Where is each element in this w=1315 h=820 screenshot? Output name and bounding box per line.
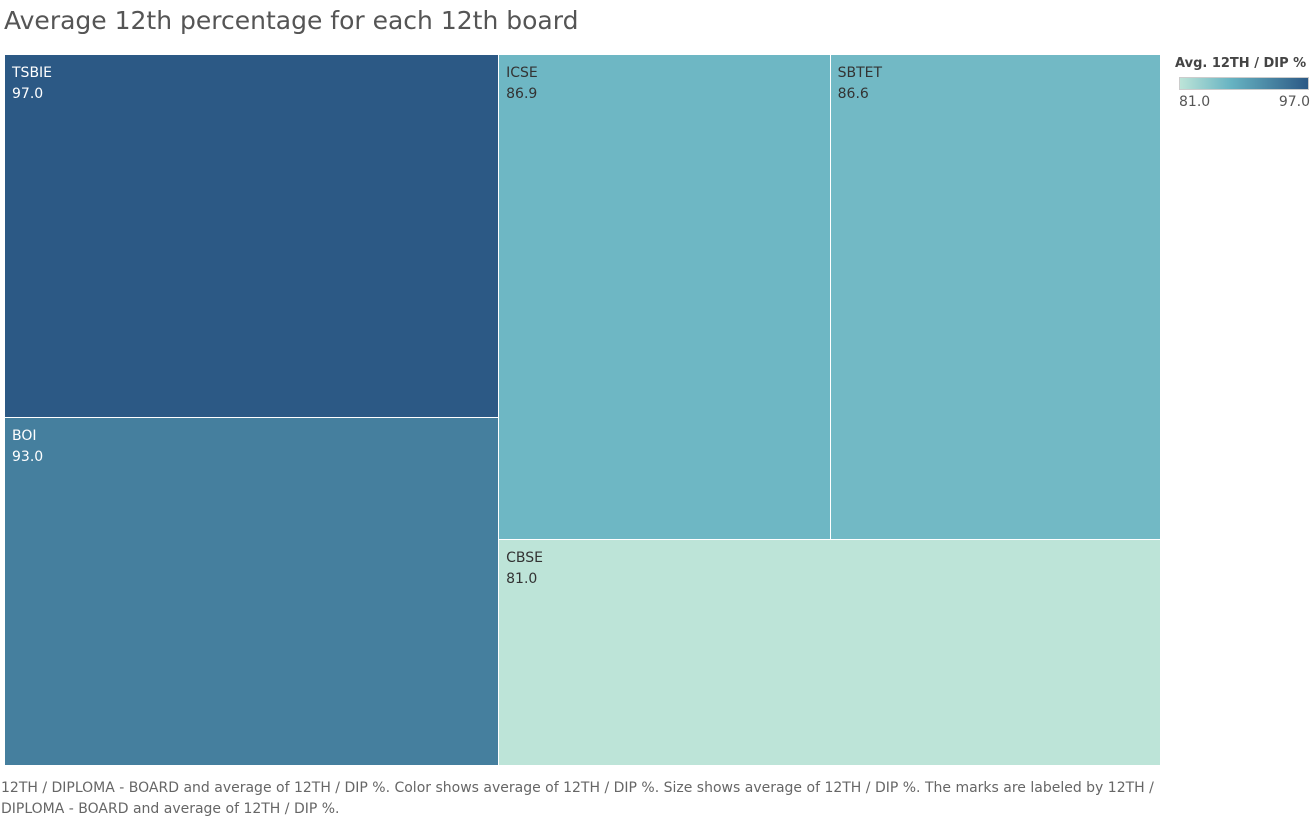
treemap-cell-label: ICSE <box>506 65 538 81</box>
chart-caption: 12TH / DIPLOMA - BOARD and average of 12… <box>1 780 1154 817</box>
treemap-cell-label: CBSE <box>506 549 543 566</box>
treemap-cell-value: 86.6 <box>837 86 869 102</box>
legend-max-label: 97.0 <box>1278 94 1310 110</box>
treemap-cell-value: 97.0 <box>12 86 44 102</box>
legend-min-label: 81.0 <box>1179 94 1211 110</box>
treemap-cell-label: SBTET <box>837 65 883 81</box>
treemap-cell-icse[interactable]: ICSE 86.9 <box>499 55 831 540</box>
chart-title: Average 12th percentage for each 12th bo… <box>4 6 579 35</box>
legend-gradient-bar <box>1179 77 1309 90</box>
color-legend[interactable]: Avg. 12TH / DIP % 81.0 97.0 <box>1175 56 1311 112</box>
treemap-cell-label: BOI <box>12 427 37 444</box>
treemap-cell-tsbie[interactable]: TSBIE 97.0 <box>5 55 500 418</box>
treemap-cell-label: TSBIE <box>12 65 53 81</box>
treemap-cell-cbse[interactable]: CBSE 81.0 <box>499 539 1161 766</box>
legend-ticks: 81.0 97.0 <box>1175 94 1311 112</box>
treemap[interactable]: TSBIE 97.0 BOI 93.0 ICSE 86.9 SBTET 86.6 CBSE 81.… <box>5 55 1161 766</box>
treemap-cell-value: 93.0 <box>12 448 44 465</box>
legend-title: Avg. 12TH / DIP % <box>1175 56 1307 71</box>
treemap-cell-value: 81.0 <box>506 570 538 587</box>
treemap-cell-value: 86.9 <box>506 86 538 102</box>
treemap-cell-boi[interactable]: BOI 93.0 <box>5 417 500 766</box>
treemap-cell-sbtet[interactable]: SBTET 86.6 <box>830 55 1161 540</box>
